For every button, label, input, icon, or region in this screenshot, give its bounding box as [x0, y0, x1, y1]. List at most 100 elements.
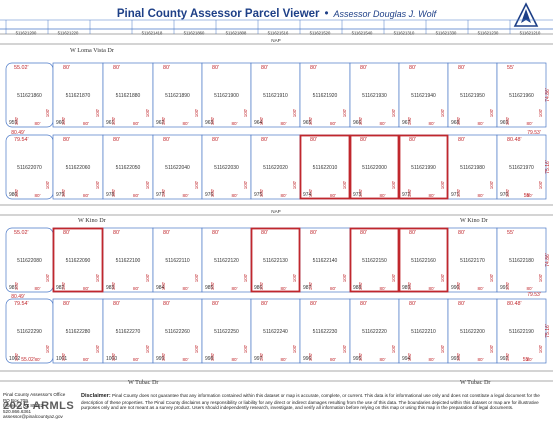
parcel[interactable]: 511622240 997 80' 100' 100' 80' [250, 298, 301, 364]
highlighted-parcel-outline[interactable] [349, 134, 400, 200]
parcel[interactable]: 511621990 972 80' 100' 100' 80' [398, 134, 449, 200]
parcel-boundary[interactable] [496, 62, 547, 128]
parcel[interactable]: 511622090 982 80' 100' 100' 80' [52, 227, 104, 293]
parcel-boundary[interactable] [496, 227, 547, 293]
parcel-boundary[interactable] [496, 134, 547, 200]
parcel[interactable]: 511622200 993 80' 100' 100' 80' [447, 298, 498, 364]
parcel[interactable]: 511622020 975 80' 100' 100' 80' [250, 134, 301, 200]
highlighted-parcel-outline[interactable] [52, 227, 104, 293]
parcel[interactable]: 511622140 987 80' 100' 100' 80' [299, 227, 351, 293]
parcel[interactable]: 511622220 995 80' 100' 100' 80' [349, 298, 400, 364]
parcel-boundary[interactable] [152, 227, 203, 293]
parcel[interactable]: 511622070 980 79.54' 100' 100' 80' [5, 134, 54, 200]
parcel[interactable]: 511621950 968 80' 100' 100' 80' [447, 62, 498, 128]
parcel[interactable]: 511622280 1001 80' 100' 100' 80' [52, 298, 104, 364]
highlighted-parcel-outline[interactable] [398, 134, 449, 200]
parcel[interactable]: 511622260 999 80' 100' 100' 80' [152, 298, 203, 364]
parcel[interactable]: 511622030 976 80' 100' 100' 80' [201, 134, 252, 200]
parcel-apn: 511622160 [411, 258, 436, 264]
depth-dimension: 100' [194, 274, 199, 283]
rear-dimension: 80' [281, 357, 287, 362]
parcel-boundary[interactable] [52, 298, 104, 364]
parcel-boundary[interactable] [447, 298, 498, 364]
highlighted-parcel-outline[interactable] [398, 227, 449, 293]
parcel-map[interactable]: 511621860 959 55.02' 100' 100' 80' 511621870 96… [0, 0, 553, 392]
parcel[interactable]: 511621930 966 80' 100' 100' 80' [349, 62, 400, 128]
parcel[interactable]: 511621880 961 80' 100' 100' 80' [102, 62, 154, 128]
parcel-boundary[interactable] [349, 62, 400, 128]
parcel-boundary[interactable] [250, 62, 301, 128]
assessor-name: Assessor Douglas J. Wolf [333, 9, 437, 19]
lot-number: 990 [451, 285, 460, 291]
parcel[interactable]: 511621940 967 80' 100' 100' 80' [398, 62, 449, 128]
parcel-boundary[interactable] [152, 62, 203, 128]
frontage-dimension: 55.02' [14, 230, 29, 236]
parcel[interactable]: 511621870 960 80' 100' 100' 80' [52, 62, 104, 128]
office-email[interactable]: assessor@pinalcountyaz.gov [3, 414, 63, 420]
highlighted-parcel-outline[interactable] [299, 134, 351, 200]
parcel[interactable]: 511622000 973 80' 100' 100' 80' [349, 134, 400, 200]
parcel-boundary[interactable] [496, 298, 547, 364]
parcel-boundary[interactable] [52, 134, 104, 200]
parcel-boundary[interactable] [201, 227, 252, 293]
parcel[interactable]: 511622180 991 55' 100' 100' 80' [496, 227, 547, 293]
parcel-boundary[interactable] [398, 227, 449, 293]
row3-bottom-left-dim: 80.49' [11, 294, 25, 300]
parcel-boundary[interactable] [349, 298, 400, 364]
parcel-boundary[interactable] [447, 227, 498, 293]
parcel[interactable]: 511622130 986 80' 100' 100' 80' [250, 227, 301, 293]
parcel[interactable]: 511621960 969 55' 100' 100' 80' [496, 62, 547, 128]
parcel-boundary[interactable] [447, 134, 498, 200]
rear-dimension: 80' [183, 286, 189, 291]
parcel-boundary[interactable] [102, 298, 154, 364]
frontage-dimension: 55' [507, 65, 514, 71]
highlighted-parcel-outline[interactable] [250, 227, 301, 293]
parcel[interactable]: 511622290 1002 79.54' 100' 100' 80' [5, 298, 54, 364]
parcel-boundary[interactable] [152, 134, 203, 200]
lot-number: 988 [353, 285, 362, 291]
parcel[interactable]: 511622230 996 80' 100' 100' 80' [299, 298, 351, 364]
highlighted-parcel-outline[interactable] [349, 227, 400, 293]
parcel[interactable]: 511621900 963 80' 100' 100' 80' [201, 62, 252, 128]
parcel[interactable]: 511622150 988 80' 100' 100' 80' [349, 227, 400, 293]
depth-dimension: 100' [259, 117, 264, 126]
parcel[interactable]: 511621890 962 80' 100' 100' 80' [152, 62, 203, 128]
parcel[interactable]: 511622250 998 80' 100' 100' 80' [201, 298, 252, 364]
rear-dimension: 80' [133, 286, 139, 291]
parcel[interactable]: 511622060 979 80' 100' 100' 80' [52, 134, 104, 200]
parcel-boundary[interactable] [102, 62, 154, 128]
parcel-boundary[interactable] [201, 134, 252, 200]
parcel[interactable]: 511621920 965 80' 100' 100' 80' [299, 62, 351, 128]
frontage-dimension: 80' [163, 137, 170, 143]
parcel-boundary[interactable] [102, 227, 154, 293]
depth-dimension: 100' [489, 345, 494, 354]
parcel[interactable]: 511622080 981 55.02' 100' 100' 80' [5, 227, 54, 293]
parcel[interactable]: 511622170 990 80' 100' 100' 80' [447, 227, 498, 293]
parcel-boundary[interactable] [250, 134, 301, 200]
parcel-boundary[interactable] [447, 62, 498, 128]
depth-dimension: 100' [358, 282, 363, 291]
parcel[interactable]: 511622120 985 80' 100' 100' 80' [201, 227, 252, 293]
parcel-boundary[interactable] [52, 62, 104, 128]
parcel[interactable]: 511622270 1000 80' 100' 100' 80' [102, 298, 154, 364]
parcel[interactable]: 511622040 977 80' 100' 100' 80' [152, 134, 203, 200]
parcel-apn: 511621900 [214, 93, 239, 99]
parcel[interactable]: 511621860 959 55.02' 100' 100' 80' [5, 62, 54, 128]
parcel[interactable]: 511622110 984 80' 100' 100' 80' [152, 227, 203, 293]
parcel-boundary[interactable] [398, 298, 449, 364]
parcel-boundary[interactable] [102, 134, 154, 200]
parcel[interactable]: 511621970 970 80.48' 100' 100' 80' [496, 134, 547, 200]
rear-dimension: 80' [83, 121, 89, 126]
parcel-boundary[interactable] [398, 62, 449, 128]
parcel[interactable]: 511622050 978 80' 100' 100' 80' [102, 134, 154, 200]
parcel[interactable]: 511621910 964 80' 100' 100' 80' [250, 62, 301, 128]
parcel[interactable]: 511621980 971 80' 100' 100' 80' [447, 134, 498, 200]
parcel[interactable]: 511622160 989 80' 100' 100' 80' [398, 227, 449, 293]
parcel[interactable]: 511622010 974 80' 100' 100' 80' [299, 134, 351, 200]
parcel-apn: 511622250 [214, 329, 239, 335]
parcel-boundary[interactable] [201, 62, 252, 128]
parcel[interactable]: 511622190 992 80.48' 100' 100' 80' [496, 298, 547, 364]
parcel[interactable]: 511622210 994 80' 100' 100' 80' [398, 298, 449, 364]
parcel-boundary[interactable] [299, 62, 351, 128]
parcel[interactable]: 511622100 983 80' 100' 100' 80' [102, 227, 154, 293]
